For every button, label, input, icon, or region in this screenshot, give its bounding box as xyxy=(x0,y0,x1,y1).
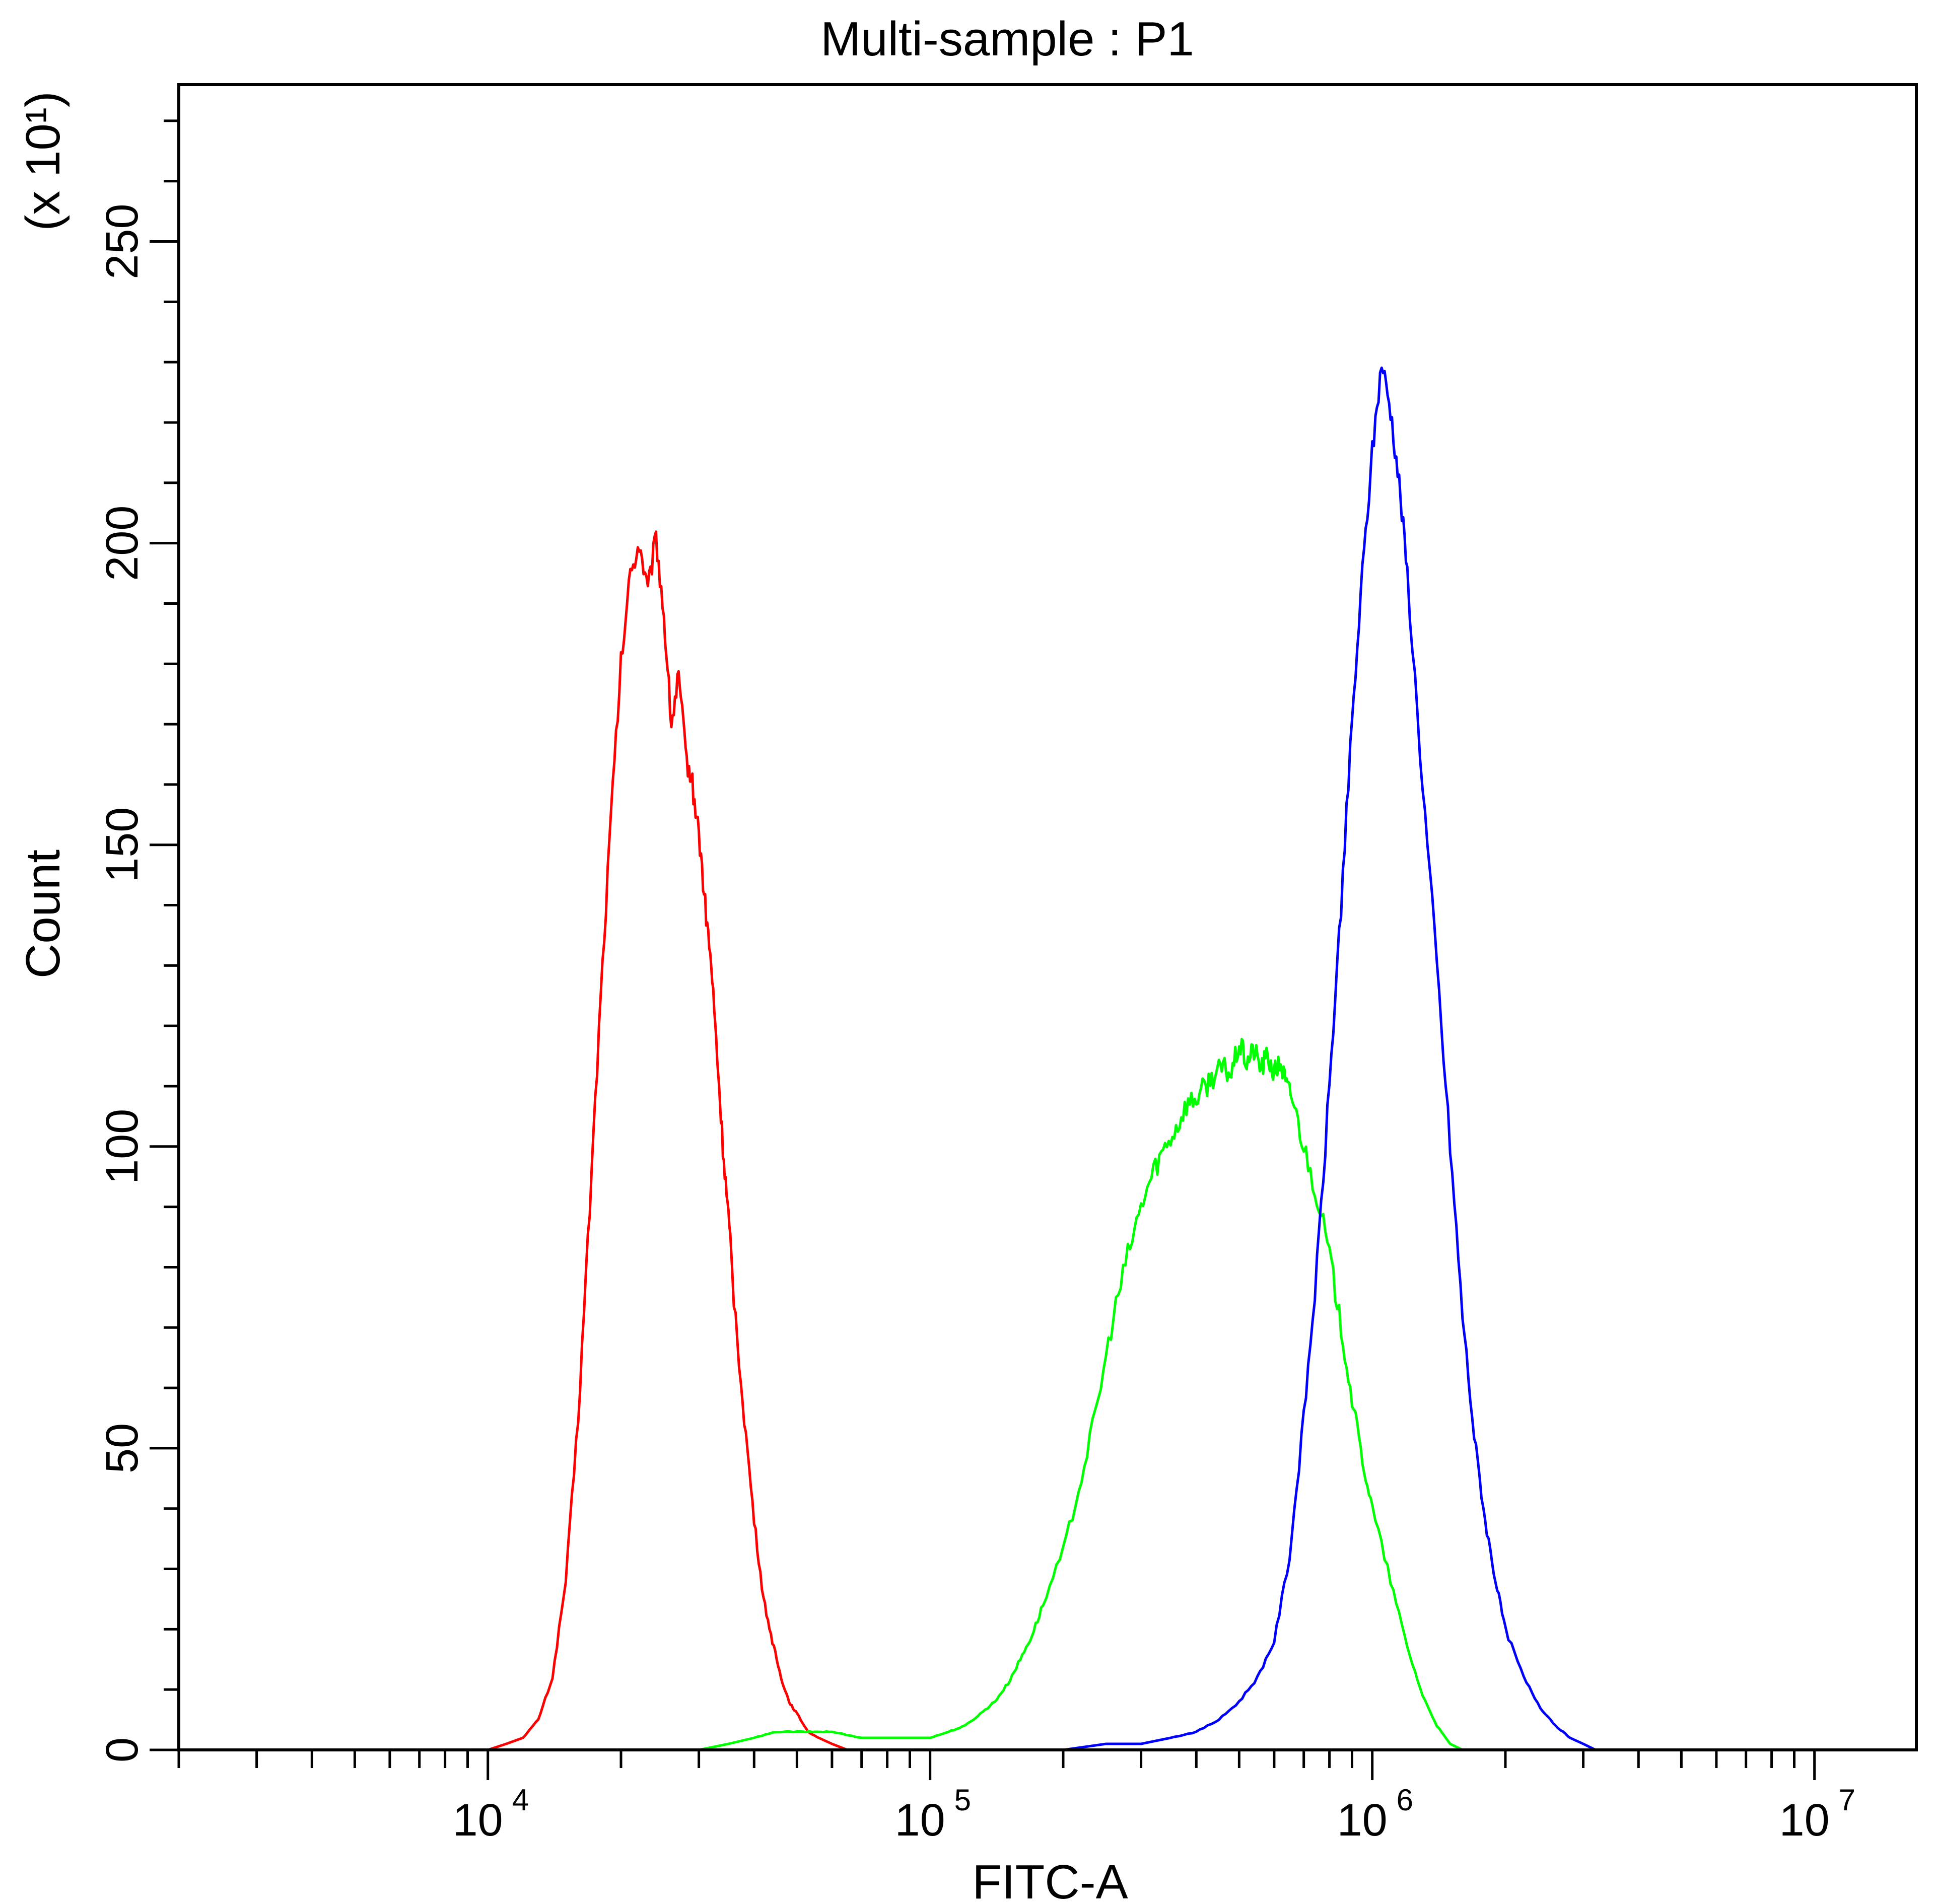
x-tick-label: 10 xyxy=(895,1795,945,1846)
x-axis-title: FITC-A xyxy=(972,1855,1128,1904)
chart-title: Multi-sample : P1 xyxy=(820,12,1194,66)
x-tick-exponent: 5 xyxy=(954,1783,971,1817)
y-tick-label: 50 xyxy=(97,1423,148,1473)
y-axis: 0 50 100 150 200 250 xyxy=(97,119,179,1762)
x-tick-exponent: 6 xyxy=(1397,1783,1413,1817)
y-axis-multiplier: (x 10¹) xyxy=(16,91,70,231)
y-tick-label: 0 xyxy=(97,1737,148,1762)
y-tick-label: 200 xyxy=(97,506,148,581)
y-tick-label: 150 xyxy=(97,807,148,883)
x-tick-label: 10 xyxy=(453,1795,503,1846)
y-tick-label: 100 xyxy=(97,1109,148,1184)
series-layer xyxy=(487,366,1597,1751)
x-tick-exponent: 7 xyxy=(1839,1783,1855,1817)
y-axis-label: Count (x 10¹) xyxy=(16,91,70,978)
y-tick-label: 250 xyxy=(97,203,148,279)
series-line-3 xyxy=(929,366,1597,1751)
x-axis: 10 4 10 5 10 6 10 7 xyxy=(177,1750,1855,1846)
plot-frame xyxy=(177,83,1918,1751)
x-tick-exponent: 4 xyxy=(512,1783,529,1817)
y-axis-title: Count xyxy=(16,850,70,978)
x-tick-label: 10 xyxy=(1337,1795,1388,1846)
x-tick-label: 10 xyxy=(1779,1795,1830,1846)
series-line-1 xyxy=(487,530,876,1751)
series-line-2 xyxy=(698,1038,1464,1751)
